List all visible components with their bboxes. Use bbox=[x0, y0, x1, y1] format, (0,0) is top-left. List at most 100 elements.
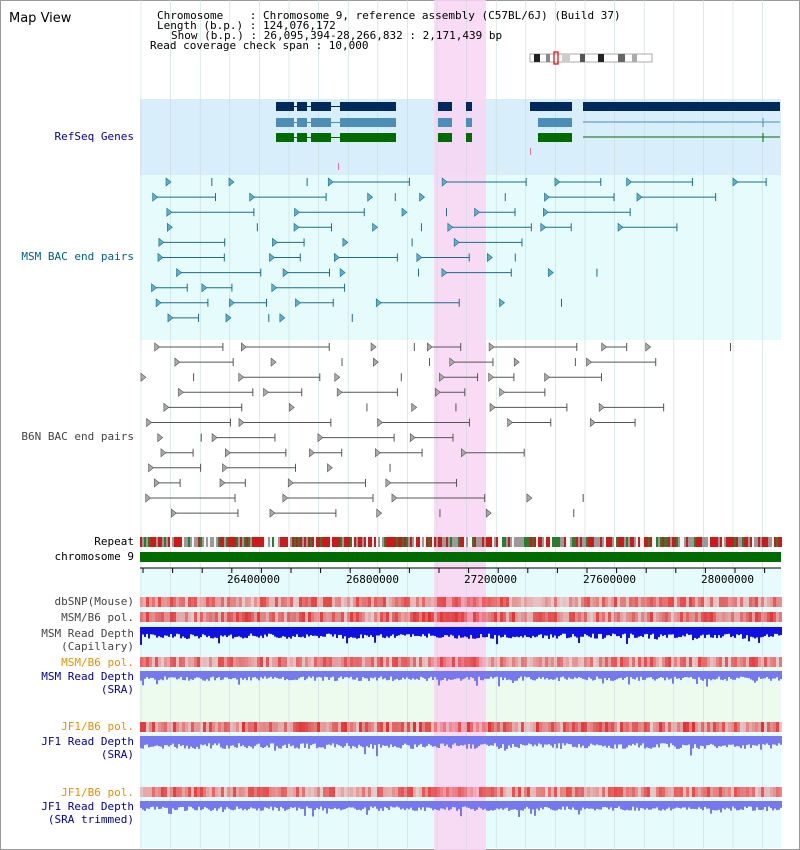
heat-cell bbox=[563, 787, 566, 797]
repeat-block bbox=[286, 537, 288, 547]
depth-bar bbox=[528, 671, 530, 678]
depth-bar bbox=[330, 801, 332, 810]
axis-tick-label: 26400000 bbox=[227, 573, 280, 586]
depth-bar bbox=[304, 627, 306, 638]
depth-bar bbox=[638, 736, 640, 748]
heat-cell bbox=[767, 657, 770, 667]
depth-bar bbox=[702, 736, 704, 747]
depth-bar bbox=[376, 627, 378, 636]
depth-bar bbox=[326, 671, 328, 678]
depth-bar bbox=[544, 736, 546, 745]
heat-cell bbox=[182, 597, 185, 607]
heat-cell bbox=[593, 722, 596, 732]
heat-cell bbox=[311, 722, 314, 732]
heat-cell bbox=[314, 612, 317, 622]
msm-bac-label[interactable]: MSM BAC end pairs bbox=[21, 250, 134, 263]
depth-bar bbox=[744, 736, 746, 749]
heat-cell bbox=[500, 597, 503, 607]
repeat-block bbox=[358, 537, 360, 547]
depth-bar bbox=[668, 801, 670, 808]
heat-cell bbox=[494, 612, 497, 622]
depth-bar bbox=[556, 627, 558, 639]
depth-bar bbox=[216, 671, 218, 678]
depth-bar bbox=[458, 671, 460, 679]
heat-cell bbox=[473, 657, 476, 667]
depth-bar bbox=[178, 671, 180, 679]
depth-bar bbox=[306, 627, 308, 635]
depth-bar bbox=[468, 671, 470, 680]
repeat-block bbox=[168, 537, 170, 547]
heat-cell bbox=[758, 787, 761, 797]
heat-cell bbox=[416, 787, 419, 797]
repeat-block bbox=[396, 537, 398, 547]
heat-cell bbox=[341, 722, 344, 732]
depth-bar bbox=[498, 671, 500, 687]
repeat-block bbox=[282, 537, 284, 547]
depth-bar bbox=[680, 801, 682, 809]
depth-bar bbox=[572, 736, 574, 747]
depth-bar bbox=[368, 627, 370, 637]
depth-bar bbox=[676, 736, 678, 749]
bac-end-marker bbox=[372, 222, 379, 232]
refseq-genes-label[interactable]: RefSeq Genes bbox=[54, 130, 134, 143]
bac-end-marker bbox=[385, 478, 392, 488]
repeat-block bbox=[176, 537, 178, 547]
repeat-block bbox=[344, 537, 346, 547]
depth-bar bbox=[642, 671, 644, 680]
heat-cell bbox=[212, 612, 215, 622]
depth-bar bbox=[364, 736, 366, 755]
bac-end-marker bbox=[225, 448, 231, 458]
depth-bar bbox=[228, 736, 230, 749]
bac-end-marker bbox=[272, 237, 278, 248]
heat-cell bbox=[725, 787, 728, 797]
depth-bar bbox=[312, 627, 314, 636]
repeat-block bbox=[142, 537, 144, 547]
bac-end-marker bbox=[211, 432, 218, 443]
depth-bar bbox=[702, 627, 704, 635]
depth-bar bbox=[226, 801, 228, 808]
heat-cell bbox=[191, 597, 194, 607]
heat-cell bbox=[353, 657, 356, 667]
depth-bar bbox=[572, 801, 574, 808]
heat-cell bbox=[710, 597, 713, 607]
heat-cell bbox=[350, 612, 353, 622]
depth-bar bbox=[568, 627, 570, 638]
depth-bar bbox=[652, 736, 654, 748]
heat-cell bbox=[227, 597, 230, 607]
coverage-line: Read coverage check span : 10,000 bbox=[150, 39, 369, 52]
depth-bar bbox=[596, 801, 598, 809]
bac-end-marker bbox=[287, 478, 294, 488]
heat-cell bbox=[467, 597, 470, 607]
depth-bar bbox=[708, 801, 710, 809]
heat-cell bbox=[455, 597, 458, 607]
heat-cell bbox=[284, 657, 287, 667]
heat-cell bbox=[695, 597, 698, 607]
b6n-bac-label[interactable]: B6N BAC end pairs bbox=[21, 430, 134, 443]
heat-cell bbox=[263, 597, 266, 607]
repeat-block bbox=[444, 537, 446, 547]
heat-cell bbox=[518, 722, 521, 732]
bac-end-marker bbox=[411, 402, 418, 413]
depth-bar bbox=[142, 671, 144, 686]
depth-bar bbox=[330, 627, 332, 635]
heat-cell bbox=[272, 597, 275, 607]
depth-bar bbox=[594, 671, 596, 680]
depth-bar bbox=[736, 627, 738, 635]
depth-bar bbox=[540, 801, 542, 808]
depth-bar bbox=[390, 671, 392, 677]
repeat-block bbox=[688, 537, 690, 547]
depth-bar bbox=[262, 736, 264, 749]
depth-bar bbox=[290, 671, 292, 681]
heat-cell bbox=[572, 612, 575, 622]
depth-bar bbox=[622, 801, 624, 810]
heat-cell bbox=[182, 612, 185, 622]
heat-cell bbox=[302, 657, 305, 667]
depth-bar bbox=[476, 736, 478, 748]
repeat-block bbox=[764, 537, 766, 547]
depth-bar bbox=[614, 671, 616, 681]
heat-cell bbox=[194, 597, 197, 607]
depth-bar bbox=[616, 801, 618, 808]
heat-cell bbox=[287, 787, 290, 797]
heat-cell bbox=[434, 787, 437, 797]
heat-cell bbox=[272, 722, 275, 732]
